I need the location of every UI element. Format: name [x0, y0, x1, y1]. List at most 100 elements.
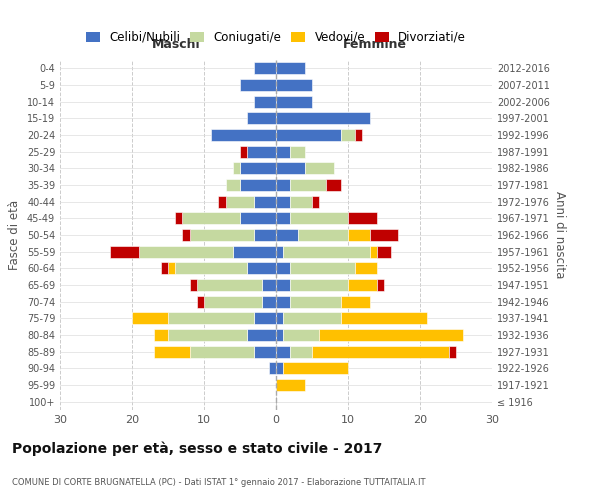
Bar: [247, 329, 276, 341]
Bar: [110, 246, 139, 258]
Bar: [276, 312, 283, 324]
Bar: [276, 262, 290, 274]
Bar: [240, 146, 247, 158]
Bar: [211, 129, 276, 141]
Bar: [276, 279, 290, 291]
Bar: [175, 262, 247, 274]
Bar: [233, 162, 240, 174]
Bar: [254, 62, 276, 74]
Bar: [240, 79, 276, 91]
Bar: [355, 129, 362, 141]
Bar: [240, 212, 276, 224]
Bar: [283, 362, 348, 374]
Bar: [254, 312, 276, 324]
Bar: [290, 279, 348, 291]
Legend: Celibi/Nubili, Coniugati/e, Vedovi/e, Divorziati/e: Celibi/Nubili, Coniugati/e, Vedovi/e, Di…: [86, 31, 466, 44]
Bar: [370, 246, 377, 258]
Bar: [254, 96, 276, 108]
Bar: [190, 279, 197, 291]
Bar: [139, 246, 233, 258]
Bar: [276, 146, 290, 158]
Bar: [449, 346, 456, 358]
Bar: [348, 279, 377, 291]
Bar: [190, 346, 254, 358]
Bar: [247, 262, 276, 274]
Bar: [290, 296, 341, 308]
Bar: [262, 296, 276, 308]
Bar: [276, 62, 305, 74]
Bar: [276, 179, 290, 191]
Bar: [218, 196, 226, 207]
Bar: [276, 362, 283, 374]
Bar: [290, 262, 355, 274]
Bar: [276, 212, 290, 224]
Y-axis label: Anni di nascita: Anni di nascita: [553, 192, 566, 278]
Bar: [276, 162, 305, 174]
Bar: [370, 229, 398, 241]
Bar: [341, 129, 355, 141]
Bar: [132, 312, 168, 324]
Bar: [276, 346, 290, 358]
Bar: [254, 346, 276, 358]
Bar: [312, 346, 449, 358]
Text: Femmine: Femmine: [343, 38, 407, 52]
Bar: [197, 296, 204, 308]
Bar: [240, 162, 276, 174]
Bar: [168, 312, 254, 324]
Bar: [168, 329, 247, 341]
Bar: [276, 96, 312, 108]
Bar: [283, 246, 370, 258]
Bar: [247, 112, 276, 124]
Bar: [319, 329, 463, 341]
Bar: [276, 329, 283, 341]
Bar: [305, 162, 334, 174]
Bar: [290, 346, 312, 358]
Bar: [276, 229, 298, 241]
Bar: [204, 296, 262, 308]
Bar: [182, 229, 190, 241]
Y-axis label: Fasce di età: Fasce di età: [8, 200, 21, 270]
Bar: [182, 212, 240, 224]
Bar: [269, 362, 276, 374]
Bar: [377, 246, 391, 258]
Bar: [240, 179, 276, 191]
Bar: [348, 212, 377, 224]
Bar: [247, 146, 276, 158]
Bar: [276, 296, 290, 308]
Bar: [226, 196, 254, 207]
Bar: [283, 312, 341, 324]
Bar: [276, 79, 312, 91]
Bar: [168, 262, 175, 274]
Bar: [175, 212, 182, 224]
Bar: [161, 262, 168, 274]
Bar: [226, 179, 240, 191]
Bar: [276, 129, 341, 141]
Bar: [290, 196, 312, 207]
Bar: [190, 229, 254, 241]
Bar: [290, 179, 326, 191]
Bar: [276, 196, 290, 207]
Bar: [348, 229, 370, 241]
Text: Maschi: Maschi: [152, 38, 201, 52]
Bar: [326, 179, 341, 191]
Bar: [254, 229, 276, 241]
Bar: [290, 146, 305, 158]
Bar: [233, 246, 276, 258]
Bar: [262, 279, 276, 291]
Text: Popolazione per età, sesso e stato civile - 2017: Popolazione per età, sesso e stato civil…: [12, 441, 382, 456]
Bar: [276, 246, 283, 258]
Bar: [341, 296, 370, 308]
Bar: [276, 112, 370, 124]
Bar: [377, 279, 384, 291]
Bar: [298, 229, 348, 241]
Bar: [154, 329, 168, 341]
Text: COMUNE DI CORTE BRUGNATELLA (PC) - Dati ISTAT 1° gennaio 2017 - Elaborazione TUT: COMUNE DI CORTE BRUGNATELLA (PC) - Dati …: [12, 478, 425, 487]
Bar: [355, 262, 377, 274]
Bar: [341, 312, 427, 324]
Bar: [312, 196, 319, 207]
Bar: [290, 212, 348, 224]
Bar: [154, 346, 190, 358]
Bar: [283, 329, 319, 341]
Bar: [197, 279, 262, 291]
Bar: [254, 196, 276, 207]
